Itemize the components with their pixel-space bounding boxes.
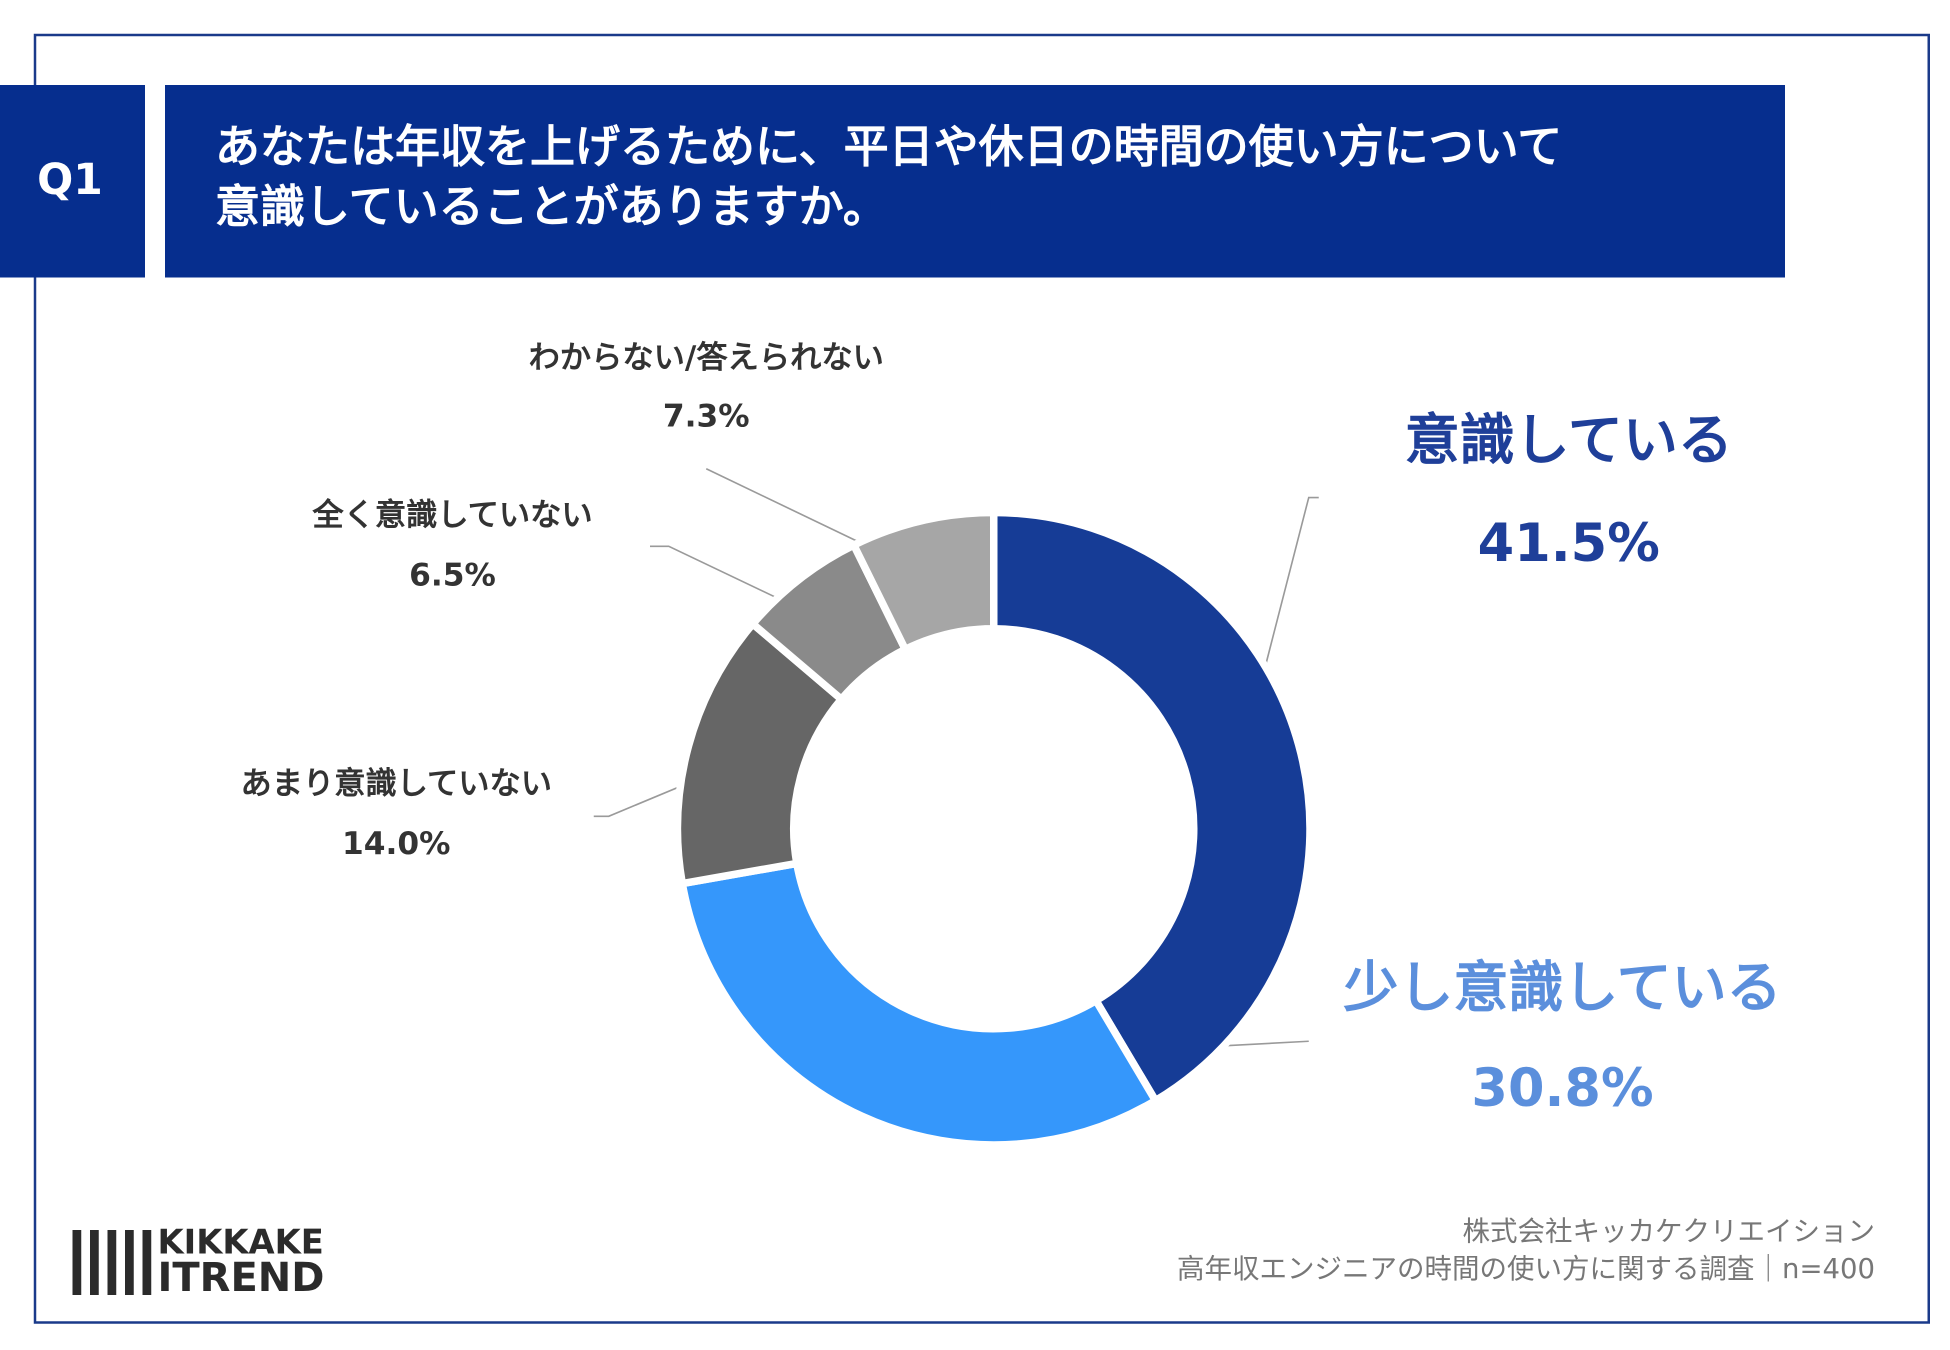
q-box bbox=[0, 85, 145, 278]
title-box bbox=[165, 85, 1785, 278]
category-label: あまり意識していない bbox=[240, 765, 552, 802]
value-label: 30.8% bbox=[1471, 1058, 1653, 1119]
logo-bar bbox=[125, 1230, 134, 1295]
logo-bar bbox=[72, 1230, 82, 1295]
logo-bar bbox=[90, 1230, 99, 1295]
title-line: あなたは年収を上げるために、平日や休日の時間の使い方について bbox=[215, 120, 1562, 173]
footer-text: 株式会社キッカケクリエイション bbox=[1463, 1216, 1876, 1248]
donut-slice bbox=[848, 508, 998, 655]
footer-text: 高年収エンジニアの時間の使い方に関する調査｜n=400 bbox=[1177, 1253, 1875, 1285]
value-label: 41.5% bbox=[1478, 513, 1660, 574]
category-label: 意識している bbox=[1405, 408, 1733, 472]
value-label: 14.0% bbox=[342, 826, 450, 862]
logo-bar bbox=[142, 1230, 152, 1295]
category-label: 全く意識していない bbox=[311, 496, 592, 533]
frame bbox=[33, 33, 1930, 1324]
donut-slice bbox=[677, 859, 1161, 1149]
logo: KIKKAKE ITREND bbox=[72, 1222, 325, 1301]
leader-line bbox=[705, 468, 863, 545]
title-line: 意識していることがありますか。 bbox=[215, 180, 888, 233]
category-label: わからない/答えられない bbox=[529, 340, 884, 376]
logo-bar bbox=[107, 1230, 117, 1295]
logo-text: KIKKAKE bbox=[158, 1222, 324, 1261]
q-label: Q1 bbox=[37, 156, 103, 205]
value-label: 6.5% bbox=[409, 557, 496, 593]
donut-slice bbox=[990, 508, 1314, 1106]
logo-text: ITREND bbox=[158, 1255, 325, 1301]
value-label: 7.3% bbox=[663, 399, 750, 435]
category-label: 少し意識している bbox=[1343, 955, 1781, 1019]
